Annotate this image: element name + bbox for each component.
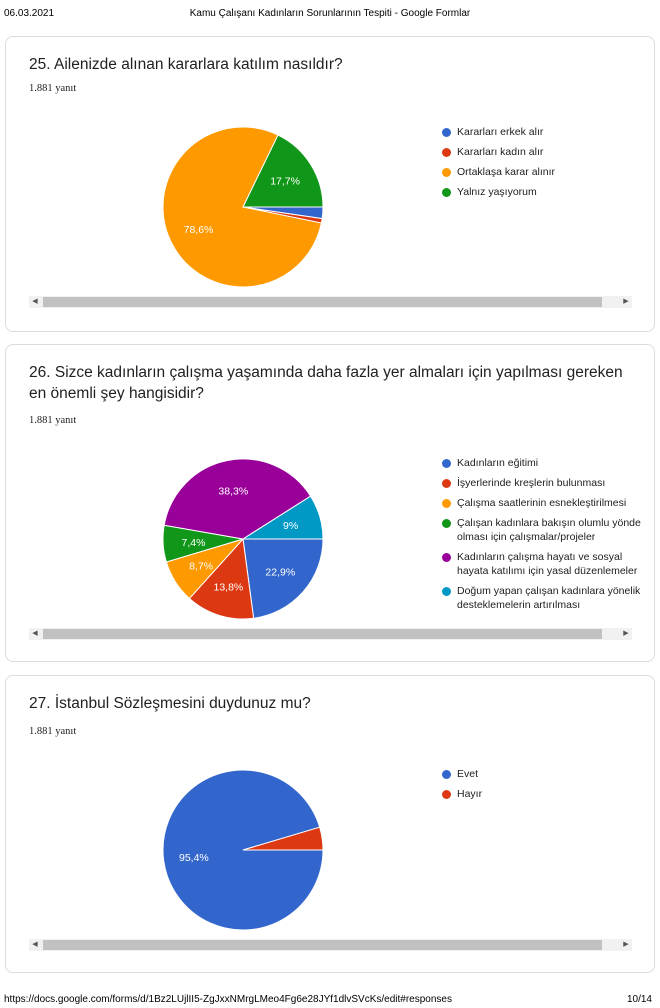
question-title: 25. Ailenizde alınan kararlara katılım n…	[29, 56, 343, 73]
scrollbar-thumb[interactable]	[43, 297, 602, 307]
pie-slice	[242, 538, 324, 619]
question-card-25: 25. Ailenizde alınan kararlara katılım n…	[5, 36, 655, 332]
legend-swatch	[442, 459, 451, 468]
pie-slice	[188, 537, 255, 620]
scroll-left-icon[interactable]: ◀	[32, 941, 38, 948]
pie-chart: 95,4%	[162, 769, 324, 931]
question-title: 27. İstanbul Sözleşmesini duydunuz mu?	[29, 695, 311, 712]
legend-label: İşyerlerinde kreşlerin bulunması	[457, 477, 606, 489]
legend-swatch	[442, 128, 451, 137]
legend-swatch	[442, 479, 451, 488]
legend-label: Çalışma saatlerinin esnekleştirilmesi	[457, 497, 627, 509]
response-count: 1.881 yanıt	[29, 415, 77, 426]
legend-item: Yalnız yaşıyorum	[442, 185, 555, 199]
print-page-number: 10/14	[626, 994, 652, 1005]
print-date: 06.03.2021	[4, 8, 55, 19]
horizontal-scrollbar[interactable]: ◀ ▶	[29, 296, 632, 308]
question-card-26: 26. Sizce kadınların çalışma yaşamında d…	[5, 344, 655, 662]
scrollbar-thumb[interactable]	[43, 940, 602, 950]
horizontal-scrollbar[interactable]: ◀ ▶	[29, 939, 632, 951]
scroll-right-icon[interactable]: ▶	[623, 630, 629, 637]
legend-item: Kararları kadın alır	[442, 145, 555, 159]
legend-label: olması için çalışmalar/projeler	[457, 531, 596, 543]
pie-slice	[242, 134, 324, 208]
legend-label: desteklemelerin artırılması	[457, 599, 581, 611]
legend-item: Doğum yapan çalışan kadınlara yönelik des…	[442, 584, 641, 612]
scroll-right-icon[interactable]: ▶	[623, 298, 629, 305]
legend-swatch	[442, 790, 451, 799]
legend-item: Kadınların eğitimi	[442, 456, 641, 470]
legend-swatch	[442, 499, 451, 508]
scroll-left-icon[interactable]: ◀	[32, 298, 38, 305]
response-count: 1.881 yanıt	[29, 726, 77, 737]
response-count: 1.881 yanıt	[29, 83, 77, 94]
pie-slice	[162, 126, 322, 288]
legend-item: Çalışan kadınlara bakışın olumlu yönde ol…	[442, 516, 641, 544]
legend-swatch	[442, 168, 451, 177]
legend-swatch	[442, 587, 451, 596]
print-url: https://docs.google.com/forms/d/1Bz2LUjl…	[4, 994, 452, 1005]
pie-slice-label: 38,3%	[218, 485, 248, 497]
legend-label: Ortaklaşa karar alınır	[457, 166, 556, 178]
legend-swatch	[442, 188, 451, 197]
horizontal-scrollbar[interactable]: ◀ ▶	[29, 628, 632, 640]
print-header: 06.03.2021 Kamu Çalışanı Kadınların Soru…	[0, 0, 660, 22]
pie-slice-label: 17,7%	[270, 176, 300, 188]
scroll-right-icon[interactable]: ▶	[623, 941, 629, 948]
legend-swatch	[442, 519, 451, 528]
legend-label: hayata katılımı için yasal düzenlemeler	[457, 565, 638, 577]
legend-item: Çalışma saatlerinin esnekleştirilmesi	[442, 496, 641, 510]
legend-label: Evet	[457, 768, 479, 780]
pie-slice-label: 8,7%	[189, 561, 213, 573]
question-title: 26. Sizce kadınların çalışma yaşamında d…	[29, 364, 623, 402]
pie-slice-label: 9%	[283, 520, 298, 532]
pie-slice	[241, 495, 324, 540]
legend-label: Yalnız yaşıyorum	[457, 186, 537, 198]
pie-slice-label: 7,4%	[182, 537, 206, 549]
legend-swatch	[442, 770, 451, 779]
legend-swatch	[442, 148, 451, 157]
legend-label: Doğum yapan çalışan kadınlara yönelik	[457, 585, 641, 597]
print-title: Kamu Çalışanı Kadınların Sorunlarının Te…	[189, 8, 471, 19]
legend-item: Hayır	[442, 787, 482, 801]
chart-legend: Kararları erkek alır Kararları kadın alır…	[442, 125, 555, 205]
legend-label: Çalışan kadınlara bakışın olumlu yönde	[457, 517, 641, 529]
pie-chart: 22,9% 13,8%8,7% 7,4% 38,3% 9%	[162, 458, 324, 620]
legend-item: Kararları erkek alır	[442, 125, 555, 139]
legend-item: Kadınların çalışma hayatı ve sosyal hayat…	[442, 550, 641, 578]
scrollbar-thumb[interactable]	[43, 629, 602, 639]
legend-label: Kadınların çalışma hayatı ve sosyal	[457, 551, 623, 563]
legend-item: Ortaklaşa karar alınır	[442, 165, 555, 179]
legend-label: Kararları erkek alır	[457, 126, 544, 138]
pie-chart: 78,6% 17,7%	[162, 126, 324, 288]
legend-item: İşyerlerinde kreşlerin bulunması	[442, 476, 641, 490]
question-card-27: 27. İstanbul Sözleşmesini duydunuz mu? 1…	[5, 675, 655, 973]
pie-slice	[242, 826, 324, 851]
pie-slice-label: 78,6%	[184, 224, 214, 236]
pie-slice-label: 22,9%	[265, 567, 295, 579]
chart-legend: Kadınların eğitimi İşyerlerinde kreşlerin…	[442, 456, 641, 618]
legend-label: Kadınların eğitimi	[457, 457, 539, 469]
legend-label: Hayır	[457, 788, 483, 800]
print-footer: https://docs.google.com/forms/d/1Bz2LUjl…	[0, 988, 660, 1008]
chart-legend: Evet Hayır	[442, 767, 482, 807]
legend-label: Kararları kadın alır	[457, 146, 544, 158]
legend-swatch	[442, 553, 451, 562]
pie-slice-label: 13,8%	[214, 581, 244, 593]
scroll-left-icon[interactable]: ◀	[32, 630, 38, 637]
pie-slice-label: 95,4%	[179, 852, 209, 864]
legend-item: Evet	[442, 767, 482, 781]
